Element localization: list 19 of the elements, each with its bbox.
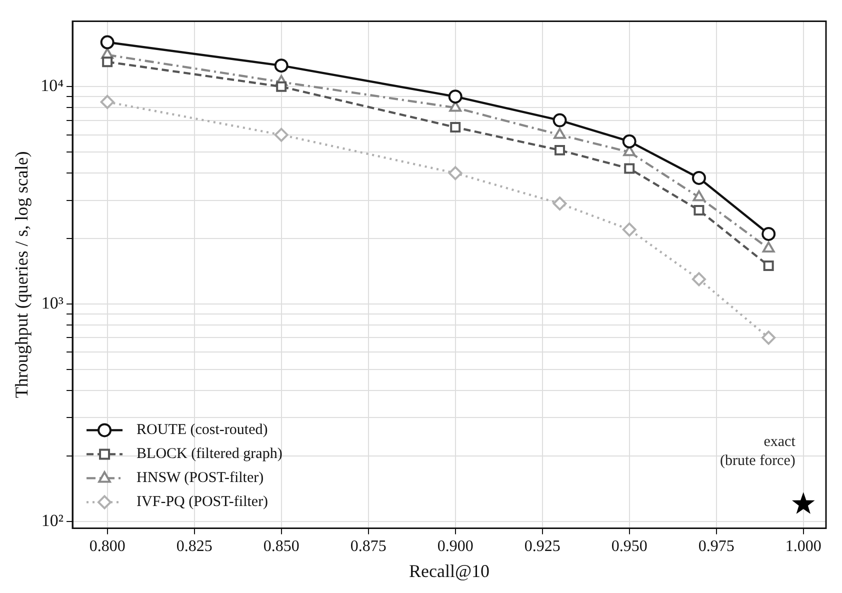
legend-label: ROUTE (cost-routed) [136, 422, 268, 438]
y-tick-label: 10² [41, 510, 64, 530]
x-tick-label: 1.000 [785, 538, 822, 556]
y-tick-label: 10³ [41, 293, 64, 312]
x-tick-label: 0.975 [698, 538, 734, 556]
x-tick-label: 0.850 [263, 538, 300, 556]
legend-label: HNSW (POST-filter) [136, 470, 264, 486]
legend-label: IVF-PQ (POST-filter) [136, 494, 268, 510]
x-tick-label: 0.875 [350, 538, 386, 556]
x-tick-label: 0.925 [524, 538, 560, 556]
y-axis-title: Throughput (queries / s, log scale) [12, 151, 32, 398]
annotation: exact (brute force) [720, 434, 796, 470]
x-tick-label: 0.800 [89, 538, 126, 556]
x-tick-label: 0.825 [176, 538, 212, 556]
x-tick-label: 0.900 [437, 538, 474, 556]
x-tick-label: 0.950 [611, 538, 648, 556]
x-axis-title: Recall@10 [408, 560, 490, 581]
y-tick-label: 10⁴ [40, 76, 64, 96]
legend-label: BLOCK (filtered graph) [136, 446, 282, 462]
